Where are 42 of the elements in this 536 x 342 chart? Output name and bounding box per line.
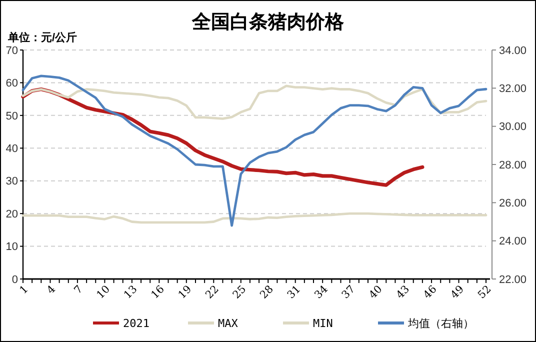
- line-series: [22, 74, 488, 227]
- x-tick-label: 19: [176, 283, 194, 302]
- y-tick-label: 70: [6, 44, 18, 57]
- x-tick-label: 31: [285, 283, 304, 302]
- x-tick-label: 25: [230, 283, 249, 302]
- x-tick-label: 43: [394, 283, 412, 302]
- y2-tick-label: 34.00: [499, 44, 527, 57]
- legend-label: 2021: [123, 316, 150, 330]
- y-tick-label: 20: [6, 208, 18, 220]
- x-tick-label: 7: [72, 283, 86, 296]
- x-tick-label: 16: [148, 283, 168, 302]
- x-tick-label: 34: [312, 283, 331, 302]
- y-tick-label: 10: [6, 241, 18, 254]
- x-tick-label: 13: [122, 283, 140, 302]
- line-series: [22, 84, 488, 120]
- x-tick-label: 52: [476, 283, 494, 302]
- legend-label: MIN: [313, 316, 333, 330]
- y-tick-label: 50: [6, 110, 18, 122]
- y-tick-label: 0: [12, 274, 18, 286]
- y2-tick-label: 30.00: [499, 121, 527, 134]
- y2-tick-label: 22.00: [499, 274, 527, 286]
- legend-label: 均值（右轴）: [407, 316, 474, 330]
- y-axis-title: 单位：元/公斤: [7, 31, 78, 44]
- chart-title: 全国白条猪肉价格: [191, 11, 345, 33]
- y2-tick-label: 28.00: [499, 159, 527, 172]
- y-tick-label: 30: [6, 176, 18, 188]
- x-tick-label: 4: [44, 283, 58, 296]
- y2-tick-label: 26.00: [499, 198, 527, 210]
- x-tick-label: 49: [448, 283, 466, 302]
- y-tick-label: 40: [6, 142, 18, 155]
- x-tick-label: 37: [340, 283, 358, 302]
- y2-tick-label: 32.00: [499, 83, 527, 96]
- x-tick-label: 1: [18, 283, 31, 296]
- x-tick-label: 22: [203, 283, 222, 302]
- y-tick-label: 60: [6, 78, 18, 90]
- x-tick-label: 46: [421, 283, 440, 302]
- line-series: [22, 212, 488, 224]
- legend-label: MAX: [218, 316, 238, 330]
- x-tick-label: 28: [258, 283, 276, 302]
- y2-tick-label: 24.00: [499, 236, 527, 248]
- x-tick-label: 10: [94, 283, 112, 302]
- x-tick-label: 40: [366, 283, 385, 302]
